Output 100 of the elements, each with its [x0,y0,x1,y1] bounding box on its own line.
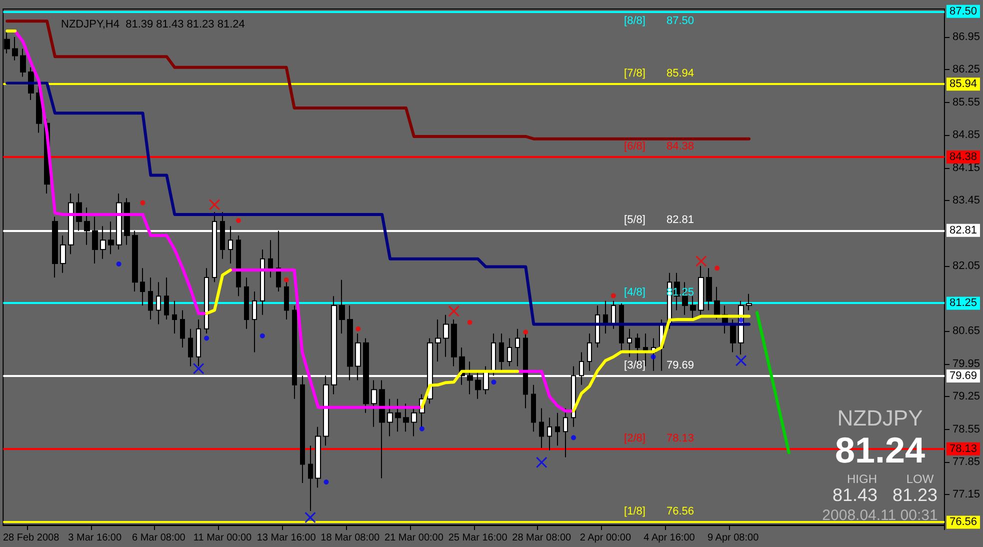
annotation: [7/8] [624,68,646,80]
x-tick-label: 2 Apr 00:00 [580,532,632,544]
candlestick [547,417,552,451]
candlestick [371,380,377,428]
candlestick [339,279,345,334]
candlestick [315,426,321,488]
y-tick-label: 86.25 [952,64,980,76]
ref-line-label: 78.13 [949,442,978,455]
candlestick [531,384,536,432]
candlestick [627,328,632,358]
annotation: 84.38 [666,140,694,153]
point [304,512,316,524]
ref-line-label: 79.69 [949,370,978,382]
annotation: [3/8] [624,360,646,372]
point [610,293,616,298]
y-tick-label: 78.55 [952,423,980,436]
candlestick [292,305,297,400]
annotation: HIGH [847,472,877,486]
candlestick [411,408,417,437]
annotation: 85.94 [666,68,694,80]
annotation: 79.69 [666,360,694,372]
candlestick [555,412,560,446]
ref-line-label: 76.56 [949,516,978,528]
y-tick-label: 77.15 [952,488,980,501]
candlestick [84,206,90,246]
point [209,199,220,210]
annotation: 82.81 [666,214,694,226]
candlestick [451,319,457,367]
y-tick-label: 77.85 [952,456,980,468]
candlestick [20,48,26,78]
annotation: 81.43 [832,485,878,505]
x-tick-label: 21 Mar 00:00 [384,532,444,544]
candlestick [268,240,273,278]
candlestick [140,268,145,306]
x-tick-label: 28 Mar 08:00 [512,532,572,544]
x-tick-label: 9 Apr 08:00 [707,532,760,544]
annotation: 2008.04.11 00:31 [822,507,938,524]
candlestick [132,230,138,292]
point [536,456,548,468]
candlestick [746,293,752,311]
point [193,363,204,374]
y-tick-label: 80.65 [952,325,980,338]
x-tick-label: 13 Mar 16:00 [256,532,316,544]
annotation: 81.23 [892,485,938,505]
candlestick [635,333,640,362]
point [571,435,576,440]
annotation: 78.13 [666,432,694,444]
candlestick [300,375,305,484]
candlestick [92,216,98,264]
candlestick [260,248,265,316]
annotation: [4/8] [624,286,646,299]
candlestick [435,319,441,362]
candlestick [188,328,193,367]
candlestick [236,234,241,297]
point [448,306,460,317]
candlestick [467,361,473,395]
point [714,266,720,271]
y-tick-label: 85.55 [952,96,980,108]
x-tick-label: 4 Apr 16:00 [644,532,696,544]
candlestick [148,277,153,320]
candlestick [347,305,353,381]
y-tick-label: 79.95 [952,358,980,370]
candlestick [180,310,185,348]
candlestick [515,328,520,367]
line-series [756,311,790,454]
annotation: NZDJPY [837,406,924,430]
ref-line-label: 87.50 [949,5,978,18]
point [491,380,496,385]
candlestick [698,265,704,316]
annotation: [8/8] [624,14,646,27]
candlestick [730,319,736,353]
annotation: 76.56 [666,506,694,518]
point [736,355,747,366]
candlestick [12,36,18,61]
ref-line-label: 85.94 [949,78,978,90]
annotation: 87.50 [666,14,694,27]
annotation: [1/8] [624,506,646,518]
point [236,218,241,224]
point [419,426,424,432]
candlestick [308,445,313,512]
candlestick [706,268,712,311]
candlestick [563,408,568,458]
point [116,261,122,266]
annotation: [5/8] [624,214,646,226]
candlestick [172,300,177,334]
candlestick [690,296,696,320]
candlestick [539,408,544,448]
ref-line-label: 81.25 [949,297,978,310]
y-tick-label: 83.45 [952,194,980,206]
candlestick [395,398,401,432]
point [467,320,472,325]
candlestick [443,314,449,358]
candlestick [387,398,393,437]
point [650,354,656,360]
candlestick [603,300,608,334]
candlestick [220,212,225,260]
text: NZDJPY,H4 81.39 81.43 81.23 81.24 [61,18,245,30]
y-tick-label: 79.25 [952,390,980,403]
candlestick [60,234,66,274]
y-tick-label: 84.15 [952,162,980,174]
